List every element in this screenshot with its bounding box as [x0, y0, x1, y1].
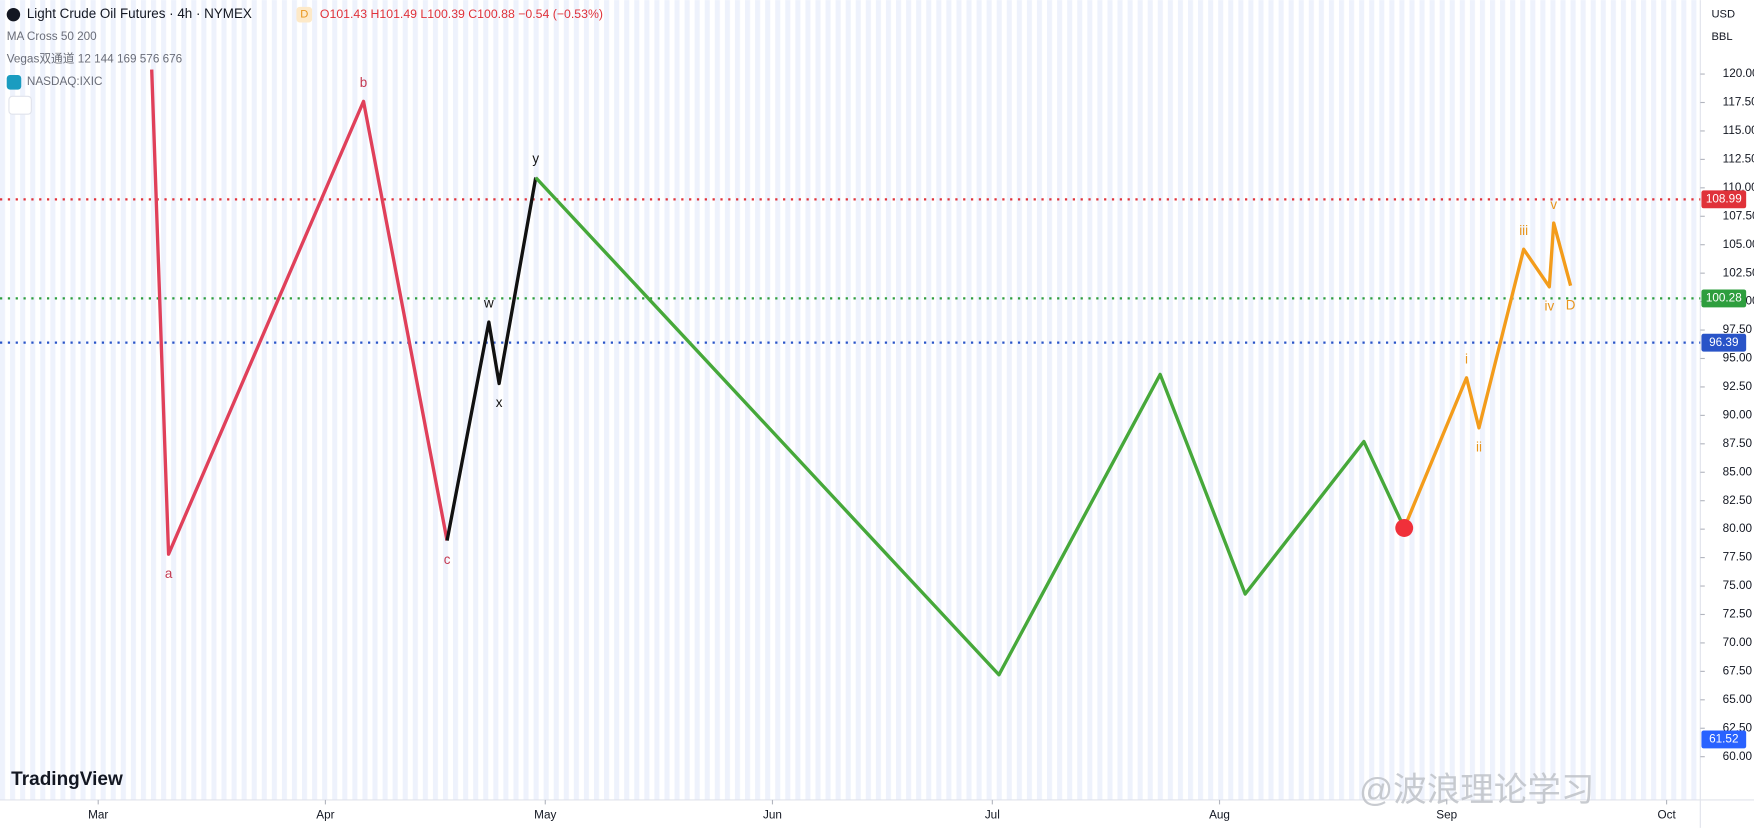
x-tick-label: Oct — [1657, 809, 1676, 822]
wave-line — [534, 176, 1406, 677]
y-tick-label: 72.50 — [1723, 608, 1753, 621]
y-tick-label: 120.00 — [1723, 67, 1754, 80]
wave-label: a — [165, 566, 173, 581]
wave-label: x — [496, 395, 503, 410]
y-tick-label: 77.50 — [1723, 551, 1753, 564]
y-tick-label: 75.00 — [1723, 579, 1753, 592]
indicator[interactable]: NASDAQ:IXIC — [27, 75, 103, 88]
y-tick-label: 92.50 — [1723, 380, 1753, 393]
wave-label: w — [483, 296, 494, 311]
collapse-button[interactable] — [8, 95, 32, 115]
y-tick-label: 60.00 — [1723, 750, 1753, 763]
y-tick-label: 90.00 — [1723, 408, 1753, 421]
wave-label: b — [360, 75, 367, 90]
x-tick-label: Jun — [763, 809, 782, 822]
badge-bg — [296, 6, 313, 23]
badge: D — [300, 9, 308, 21]
wave-label: ii — [1476, 440, 1482, 455]
x-tick-label: Mar — [88, 809, 108, 822]
y-tick-label: 67.50 — [1723, 664, 1753, 677]
y-tick-label: 117.50 — [1723, 96, 1754, 109]
x-tick-label: Sep — [1436, 809, 1457, 822]
price-tag-label: 100.28 — [1706, 292, 1742, 305]
x-tick-label: Jul — [985, 809, 1000, 822]
indicator[interactable]: Vegas双通道 12 144 169 576 676 — [7, 51, 183, 65]
wave-label: D — [1566, 297, 1576, 312]
y-tick-label: 97.50 — [1723, 323, 1753, 336]
y-tick-label: 105.00 — [1723, 238, 1754, 251]
y-tick-label: 87.50 — [1723, 437, 1753, 450]
x-tick-label: Aug — [1209, 809, 1230, 822]
unit[interactable]: BBL — [1711, 31, 1732, 43]
wave-label: v — [1550, 197, 1557, 212]
symbol: Light Crude Oil Futures · 4h · NYMEX — [27, 6, 252, 21]
wave-line — [445, 177, 538, 541]
currency[interactable]: USD — [1711, 9, 1735, 21]
y-tick-label: 107.50 — [1723, 209, 1754, 222]
y-tick-label: 82.50 — [1723, 494, 1753, 507]
price-tag-label: 61.52 — [1709, 732, 1738, 745]
wave-label: i — [1465, 351, 1468, 366]
y-tick-label: 85.00 — [1723, 465, 1753, 478]
logo: TradingView — [11, 769, 123, 790]
nasdaq-icon — [6, 75, 22, 90]
wave-line — [1402, 221, 1573, 529]
price-tag-label: 108.99 — [1706, 192, 1742, 205]
marker — [1395, 519, 1414, 537]
price-tag-label: 96.39 — [1709, 336, 1738, 349]
wave-label: iv — [1544, 298, 1554, 313]
ohlc: O101.43 H101.49 L100.39 C100.88 −0.54 (−… — [320, 7, 603, 21]
y-tick-label: 95.00 — [1723, 352, 1753, 365]
price-tag — [1701, 730, 1747, 749]
session-background — [0, 0, 1701, 800]
price-tag — [1701, 333, 1747, 352]
y-tick-label: 70.00 — [1723, 636, 1753, 649]
symbol-icon — [6, 7, 21, 22]
indicator[interactable]: MA Cross 50 200 — [7, 30, 97, 43]
price-tag — [1701, 190, 1747, 209]
wave-label: iii — [1519, 223, 1528, 238]
y-tick-label: 112.50 — [1723, 152, 1754, 165]
price-tag — [1701, 289, 1747, 308]
wave-label: y — [532, 151, 539, 166]
watermark: @波浪理论学习 — [1359, 771, 1594, 809]
y-tick-label: 65.00 — [1723, 693, 1753, 706]
y-tick-label: 80.00 — [1723, 522, 1753, 535]
y-tick-label: 115.00 — [1723, 124, 1754, 137]
x-tick-label: Apr — [316, 809, 334, 822]
wave-line — [150, 69, 449, 556]
x-tick-label: May — [534, 809, 556, 822]
wave-label: c — [444, 552, 451, 567]
y-tick-label: 102.50 — [1723, 266, 1754, 279]
